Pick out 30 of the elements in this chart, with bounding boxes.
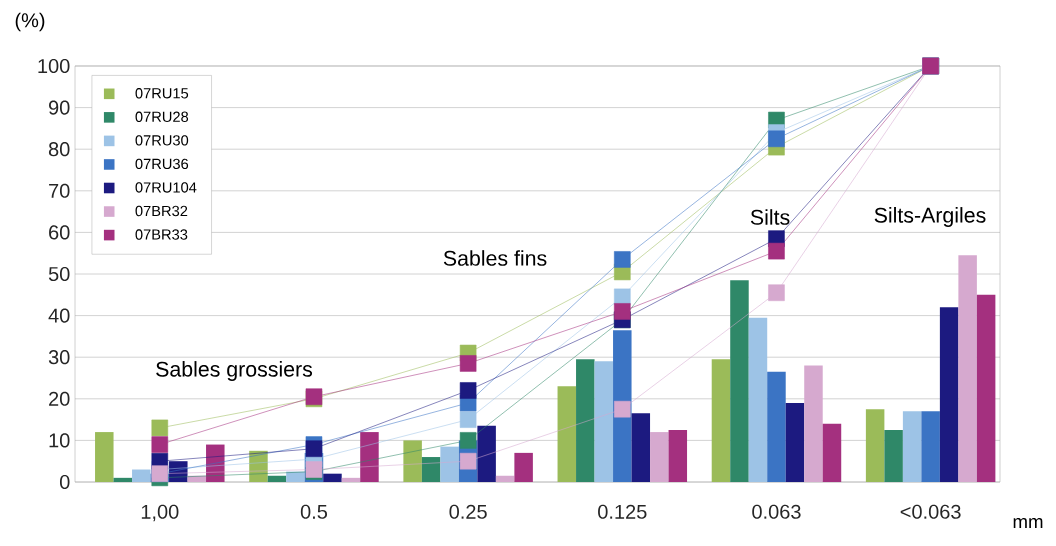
x-axis-title: mm — [1013, 517, 1043, 529]
y-tick-label: 80 — [48, 142, 70, 157]
legend-label: 07RU28 — [135, 111, 189, 123]
x-tick-label: 0.25 — [449, 504, 487, 519]
x-tick-label: 0.125 — [598, 504, 647, 519]
legend-label: 07RU15 — [135, 88, 189, 99]
legend-label: 07RU36 — [135, 158, 189, 170]
x-tick-label: <0.063 — [900, 504, 961, 519]
y-tick-label: 90 — [49, 100, 70, 115]
y-tick-label: 10 — [49, 433, 70, 448]
x-tick-label: 0.063 — [752, 504, 801, 519]
legend-label: 07BR32 — [135, 205, 188, 217]
y-tick-label: 100 — [38, 58, 70, 74]
legend-label: 07RU104 — [135, 182, 197, 193]
annotation: Sables fins — [443, 250, 547, 266]
y-tick-label: 0 — [59, 474, 70, 490]
x-tick-label: 0.5 — [300, 504, 328, 519]
legend-label: 07RU30 — [135, 135, 189, 146]
y-tick-label: 40 — [48, 308, 70, 323]
y-tick-label: 60 — [49, 225, 70, 240]
y-tick-label: 50 — [48, 266, 70, 282]
y-tick-label: 30 — [48, 350, 70, 365]
annotation: Silts-Argiles — [874, 207, 986, 227]
annotation: Sables grossiers — [156, 361, 313, 381]
legend-label: 07BR33 — [135, 229, 188, 240]
annotation: Silts — [750, 209, 790, 225]
y-axis-title: (%) — [15, 12, 45, 32]
y-tick-label: 70 — [49, 183, 70, 198]
x-tick-label: 1,00 — [141, 504, 179, 522]
y-tick-label: 20 — [49, 391, 70, 406]
